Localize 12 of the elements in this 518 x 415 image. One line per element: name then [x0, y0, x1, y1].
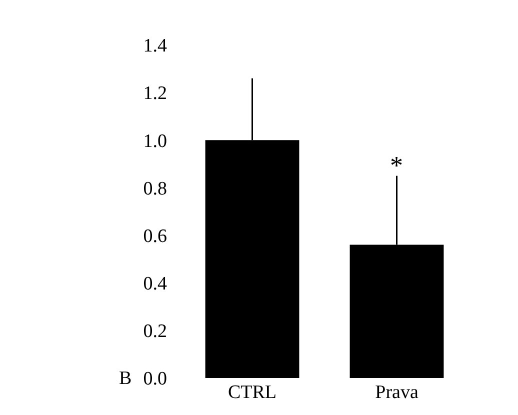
x-tick-label: Prava — [375, 382, 419, 403]
annotation: * — [390, 151, 403, 180]
y-tick-label: 0.4 — [143, 274, 168, 295]
y-tick-label: 1.0 — [143, 130, 167, 152]
y-tick-label: 0.8 — [143, 178, 167, 200]
y-tick-label: 1.2 — [143, 83, 167, 104]
y-tick-label: 1.4 — [143, 36, 168, 57]
y-tick-label: 0.2 — [143, 321, 167, 342]
text: B — [119, 368, 132, 389]
x-tick-label: CTRL — [228, 382, 277, 403]
y-tick-label: 0.0 — [143, 368, 167, 390]
y-tick-label: 0.6 — [143, 226, 167, 247]
